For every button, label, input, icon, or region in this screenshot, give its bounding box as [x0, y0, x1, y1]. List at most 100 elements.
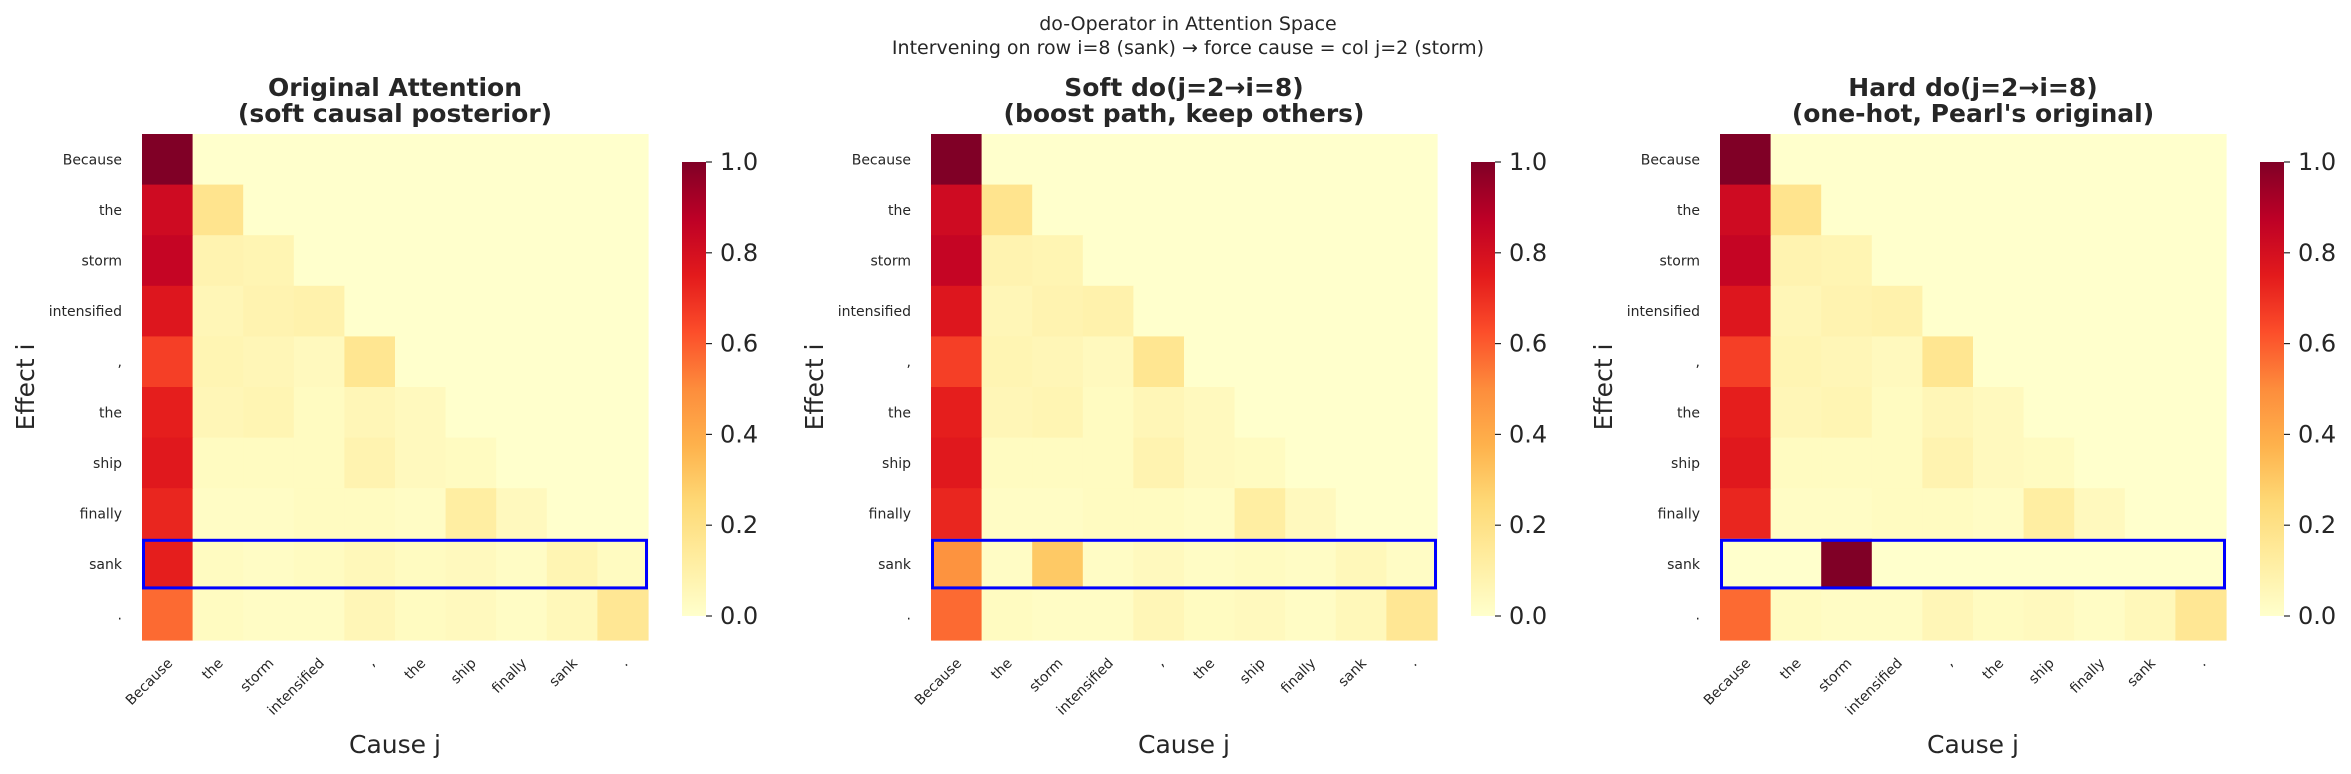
heatmap-cell-5-2	[1821, 387, 1873, 439]
heatmap-cell-4-2	[1821, 336, 1873, 388]
x-tick-label: the	[1191, 656, 1219, 684]
colorbar-tick-label: 0.2	[720, 511, 758, 539]
heatmap-cell-4-7	[2074, 336, 2126, 388]
colorbar-tick-label: 0.4	[1509, 420, 1547, 448]
heatmap-cell-6-1	[192, 437, 244, 489]
heatmap-cell-7-3	[293, 488, 345, 540]
heatmap-cell-9-2	[1821, 589, 1873, 641]
heatmap-cell-5-0	[931, 387, 983, 439]
heatmap-cell-0-7	[1285, 134, 1337, 186]
colorbar-tick-label: 0.8	[720, 239, 758, 267]
y-tick-label: the	[99, 203, 122, 219]
heatmap-cell-1-2	[243, 184, 295, 236]
heatmap-cell-3-5	[1973, 285, 2025, 337]
y-tick-label: sank	[878, 557, 912, 573]
colorbar-tick-label: 0.6	[720, 330, 758, 358]
heatmap-cell-1-3	[293, 184, 345, 236]
heatmap-cell-9-7	[2074, 589, 2126, 641]
heatmap-cell-5-5	[395, 387, 447, 439]
heatmap-cell-0-7	[496, 134, 548, 186]
heatmap-cell-5-9	[1386, 387, 1438, 439]
x-tick-label: sank	[1335, 655, 1370, 690]
heatmap-cell-1-7	[496, 184, 548, 236]
heatmap-cell-7-2	[243, 488, 295, 540]
heatmap-cell-1-2	[1032, 184, 1084, 236]
heatmap-cell-7-7	[1285, 488, 1337, 540]
heatmap-cell-1-3	[1082, 184, 1134, 236]
heatmap-cell-2-2	[243, 235, 295, 287]
heatmap-cell-3-6	[445, 285, 497, 337]
heatmap-cell-2-1	[981, 235, 1033, 287]
heatmap-cell-9-0	[931, 589, 983, 641]
y-axis-label: Effect i	[800, 344, 829, 431]
heatmap-cell-8-2	[1821, 538, 1873, 590]
heatmap-cell-7-6	[2023, 488, 2075, 540]
panel-title-line1: Hard do(j=2→i=8)	[1848, 73, 2097, 102]
heatmap-cell-8-0	[1720, 538, 1772, 590]
heatmap-cell-3-0	[142, 285, 194, 337]
heatmap-cell-9-1	[981, 589, 1033, 641]
heatmap-cell-8-4	[344, 538, 396, 590]
y-tick-label: ,	[907, 355, 911, 371]
heatmap-cell-1-5	[1973, 184, 2025, 236]
heatmap-cell-2-0	[1720, 235, 1772, 287]
heatmap-cell-2-9	[2175, 235, 2227, 287]
heatmap-cell-5-0	[142, 387, 194, 439]
y-tick-label: Because	[63, 152, 122, 168]
y-tick-label: storm	[82, 254, 123, 270]
heatmap-cell-1-0	[931, 184, 983, 236]
heatmap-cell-2-8	[1335, 235, 1387, 287]
heatmap-cell-3-2	[1821, 285, 1873, 337]
heatmap-cell-3-0	[931, 285, 983, 337]
heatmap-cell-6-5	[1184, 437, 1236, 489]
heatmap-cell-2-7	[496, 235, 548, 287]
heatmap-cell-4-9	[597, 336, 649, 388]
y-tick-label: the	[1677, 405, 1700, 421]
heatmap-cell-9-6	[445, 589, 497, 641]
x-tick-label: .	[617, 656, 631, 670]
heatmap-cell-4-5	[1184, 336, 1236, 388]
panel-title-line1: Original Attention	[268, 73, 522, 102]
heatmap-cell-4-5	[1973, 336, 2025, 388]
heatmap-cell-4-3	[293, 336, 345, 388]
x-tick-label: finally	[489, 656, 530, 697]
heatmap-cell-3-6	[2023, 285, 2075, 337]
heatmap-cell-8-1	[192, 538, 244, 590]
heatmap-cell-6-8	[546, 437, 598, 489]
heatmap-cell-4-0	[931, 336, 983, 388]
heatmap-cell-8-4	[1922, 538, 1974, 590]
heatmap-cell-1-2	[1821, 184, 1873, 236]
x-tick-label: storm	[1815, 656, 1855, 696]
heatmap-cell-1-1	[192, 184, 244, 236]
heatmap-cell-1-9	[1386, 184, 1438, 236]
heatmap-cell-4-6	[445, 336, 497, 388]
heatmap-cell-6-6	[445, 437, 497, 489]
heatmap-cell-3-4	[1922, 285, 1974, 337]
y-tick-label: Because	[1641, 152, 1700, 168]
heatmap-cell-6-5	[1973, 437, 2025, 489]
heatmap-cell-8-3	[1082, 538, 1134, 590]
heatmap-cell-1-3	[1871, 184, 1923, 236]
heatmap-cell-0-3	[1871, 134, 1923, 186]
heatmap-cell-0-4	[1922, 134, 1974, 186]
heatmap-cell-9-6	[2023, 589, 2075, 641]
heatmap-cell-8-4	[1133, 538, 1185, 590]
heatmap-cell-2-3	[1082, 235, 1134, 287]
colorbar-tick-label: 0.6	[2298, 330, 2336, 358]
heatmap-cell-3-9	[2175, 285, 2227, 337]
heatmap-cell-3-3	[293, 285, 345, 337]
heatmap-cell-6-3	[1082, 437, 1134, 489]
heatmap-cell-3-7	[1285, 285, 1337, 337]
heatmap-cell-0-1	[981, 134, 1033, 186]
heatmap-cell-2-3	[1871, 235, 1923, 287]
heatmap-cell-3-8	[1335, 285, 1387, 337]
heatmap-cell-5-5	[1184, 387, 1236, 439]
heatmap-cell-1-4	[344, 184, 396, 236]
heatmap-cell-7-9	[597, 488, 649, 540]
heatmap-cell-7-8	[1335, 488, 1387, 540]
y-tick-label: sank	[1667, 557, 1701, 573]
heatmap-cell-8-1	[981, 538, 1033, 590]
y-axis-label: Effect i	[1589, 344, 1618, 431]
heatmap-cell-2-0	[931, 235, 983, 287]
heatmap-cell-2-8	[546, 235, 598, 287]
